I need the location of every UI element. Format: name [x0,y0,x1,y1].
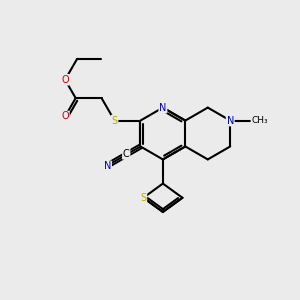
Text: S: S [112,116,118,126]
Text: O: O [61,112,69,122]
Text: N: N [226,116,234,126]
Text: N: N [159,103,167,112]
Text: C: C [123,149,130,159]
Text: N: N [104,161,111,171]
Text: S: S [140,193,146,203]
Text: CH₃: CH₃ [251,116,268,125]
Text: O: O [61,75,69,85]
